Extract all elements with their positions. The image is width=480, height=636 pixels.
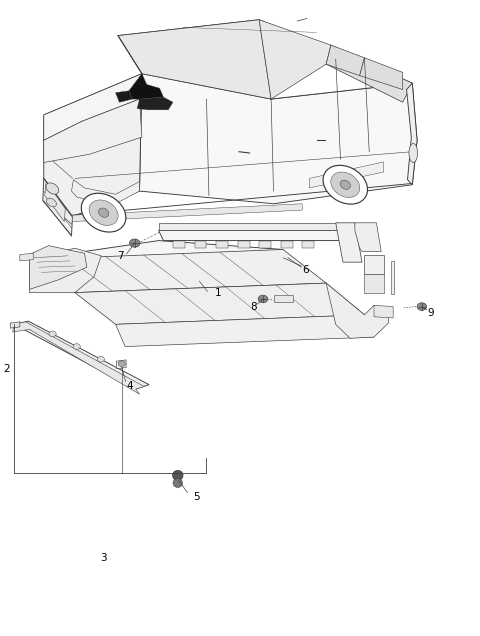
Polygon shape [355, 223, 381, 251]
Polygon shape [173, 240, 185, 248]
Polygon shape [140, 74, 417, 204]
Text: 6: 6 [303, 265, 310, 275]
Polygon shape [129, 74, 163, 99]
Text: 9: 9 [427, 308, 434, 318]
Polygon shape [336, 223, 362, 262]
Ellipse shape [118, 361, 125, 366]
Polygon shape [274, 294, 293, 302]
Ellipse shape [173, 478, 182, 487]
Polygon shape [118, 20, 271, 99]
Ellipse shape [258, 295, 268, 303]
Ellipse shape [130, 239, 140, 247]
Polygon shape [360, 58, 403, 90]
Text: 4: 4 [127, 381, 133, 391]
Polygon shape [44, 74, 142, 141]
Polygon shape [302, 240, 314, 248]
Text: 3: 3 [100, 553, 107, 563]
Ellipse shape [409, 144, 418, 163]
Polygon shape [29, 245, 87, 289]
Polygon shape [374, 305, 393, 318]
Polygon shape [72, 204, 302, 221]
Text: 5: 5 [193, 492, 200, 502]
Polygon shape [216, 240, 228, 248]
Polygon shape [158, 223, 345, 230]
Ellipse shape [89, 200, 118, 225]
Ellipse shape [81, 193, 126, 232]
Polygon shape [20, 253, 33, 261]
Polygon shape [391, 261, 394, 294]
Polygon shape [10, 322, 20, 328]
Ellipse shape [331, 172, 360, 197]
Text: 8: 8 [250, 301, 257, 312]
Ellipse shape [417, 303, 427, 310]
Ellipse shape [98, 208, 109, 218]
Polygon shape [45, 181, 65, 221]
Polygon shape [116, 91, 132, 102]
Polygon shape [14, 321, 149, 389]
Ellipse shape [97, 356, 105, 362]
Polygon shape [194, 240, 206, 248]
Polygon shape [145, 91, 153, 97]
Ellipse shape [46, 183, 59, 194]
Text: 2: 2 [3, 364, 10, 374]
Polygon shape [75, 283, 364, 324]
Polygon shape [326, 45, 364, 76]
Polygon shape [326, 283, 388, 338]
Polygon shape [29, 248, 101, 293]
Polygon shape [238, 240, 250, 248]
Polygon shape [364, 273, 384, 293]
Polygon shape [117, 360, 126, 369]
Ellipse shape [172, 470, 183, 480]
Polygon shape [281, 240, 293, 248]
Polygon shape [43, 178, 72, 235]
Ellipse shape [323, 165, 368, 204]
Ellipse shape [47, 198, 57, 207]
Polygon shape [72, 179, 140, 204]
Polygon shape [259, 20, 331, 99]
Ellipse shape [340, 180, 350, 190]
Polygon shape [116, 315, 374, 347]
Polygon shape [29, 249, 326, 293]
Polygon shape [259, 240, 271, 248]
Polygon shape [29, 240, 283, 270]
Polygon shape [158, 230, 350, 240]
Polygon shape [29, 254, 163, 270]
Polygon shape [44, 99, 142, 163]
Polygon shape [12, 322, 144, 394]
Polygon shape [118, 20, 412, 99]
Polygon shape [407, 83, 417, 184]
Polygon shape [137, 97, 173, 110]
Polygon shape [310, 162, 384, 188]
Ellipse shape [73, 343, 80, 349]
Text: 1: 1 [215, 287, 222, 298]
Text: 7: 7 [117, 251, 124, 261]
Polygon shape [44, 74, 142, 216]
Polygon shape [364, 254, 384, 273]
Polygon shape [326, 45, 412, 102]
Ellipse shape [49, 331, 56, 336]
